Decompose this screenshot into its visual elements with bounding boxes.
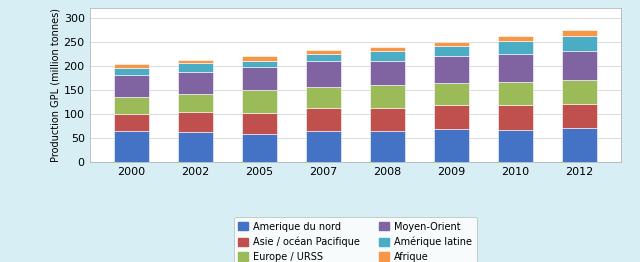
Bar	[369, 61, 404, 85]
Bar	[562, 103, 596, 128]
Legend: Amerique du nord, Asie / océan Pacifique, Europe / URSS, Moyen-Orient, Amérique : Amerique du nord, Asie / océan Pacifique…	[234, 217, 477, 262]
Bar	[241, 134, 276, 162]
Bar	[241, 113, 276, 134]
Bar	[433, 129, 468, 162]
Bar	[433, 105, 468, 129]
Bar	[114, 68, 148, 75]
Bar	[497, 130, 532, 162]
Bar	[114, 97, 148, 114]
Bar	[433, 56, 468, 83]
Bar	[497, 41, 532, 54]
Bar	[433, 42, 468, 46]
Bar	[241, 61, 276, 67]
Bar	[369, 47, 404, 51]
Bar	[497, 36, 532, 41]
Bar	[306, 62, 340, 87]
Bar	[497, 105, 532, 130]
Bar	[306, 50, 340, 54]
Y-axis label: Production GPL (million tonnes): Production GPL (million tonnes)	[51, 8, 61, 162]
Bar	[369, 85, 404, 108]
Bar	[177, 72, 212, 94]
Bar	[497, 82, 532, 105]
Bar	[306, 131, 340, 162]
Bar	[306, 108, 340, 131]
Bar	[497, 54, 532, 82]
Bar	[241, 56, 276, 61]
Bar	[433, 46, 468, 56]
Bar	[177, 133, 212, 162]
Bar	[114, 114, 148, 131]
Bar	[306, 54, 340, 62]
Bar	[177, 59, 212, 63]
Bar	[114, 131, 148, 162]
Bar	[114, 75, 148, 97]
Bar	[562, 30, 596, 36]
Bar	[177, 94, 212, 112]
Bar	[241, 67, 276, 90]
Bar	[241, 90, 276, 113]
Bar	[177, 63, 212, 72]
Bar	[369, 108, 404, 131]
Bar	[433, 83, 468, 105]
Bar	[562, 80, 596, 103]
Bar	[369, 51, 404, 61]
Bar	[562, 128, 596, 162]
Bar	[177, 112, 212, 133]
Bar	[562, 51, 596, 80]
Bar	[114, 64, 148, 68]
Bar	[562, 36, 596, 51]
Bar	[369, 131, 404, 162]
Bar	[306, 87, 340, 108]
